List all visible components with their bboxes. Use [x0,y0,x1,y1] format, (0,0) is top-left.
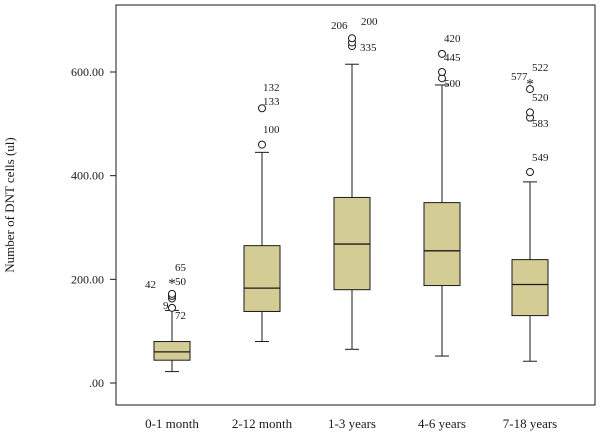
outlier-id-label: 132 [263,82,280,94]
outlier-circle [168,303,176,312]
outlier-id-label: 50 [175,276,187,288]
box-5: * [511,76,549,362]
y-tick-label: 400.00 [71,169,104,183]
outlier-id-label: 9 [163,300,169,312]
y-tick-label: 200.00 [71,272,104,286]
outlier-circle [168,289,176,298]
box-4 [423,49,461,357]
outlier-id-label: 445 [444,52,461,64]
x-category-label: 1-3 years [328,416,376,431]
outlier-id-label: 577 [511,71,528,83]
x-category-label: 2-12 month [232,416,293,431]
outlier-circle [526,108,534,117]
outlier-id-label: 549 [532,152,549,164]
x-category-label: 4-6 years [418,416,466,431]
outlier-id-label: 133 [263,96,280,108]
outlier-circle [526,85,534,94]
outlier-id-label: 500 [444,78,461,90]
iqr-box [511,259,549,317]
outlier-id-label: 420 [444,33,461,45]
x-category-label: 0-1 month [145,416,199,431]
box-2 [243,104,281,343]
outlier-id-label: 65 [175,262,187,274]
outlier-id-label: 335 [360,42,377,54]
outlier-circle [438,68,446,76]
plot-frame [115,4,596,406]
outlier-id-label: 200 [361,16,378,28]
iqr-box [243,245,281,312]
extreme-outlier-star: * [526,76,534,92]
iqr-box [423,202,461,287]
outlier-id-label: 42 [145,279,156,291]
x-category-label: 7-18 years [503,416,558,431]
outlier-circle [258,140,266,149]
y-axis-ticks: .00 200.00 400.00 600.00 [71,65,116,390]
outlier-id-label: 520 [532,92,549,104]
outlier-id-label: 72 [175,310,186,322]
outlier-id-label: 583 [532,118,549,130]
outlier-circle [348,34,356,43]
y-tick-label: .00 [89,376,104,390]
outlier-circle [258,104,266,113]
box-series: ** [153,34,549,373]
extreme-outlier-star: * [168,276,176,292]
x-axis-labels: 0-1 month 2-12 month 1-3 years 4-6 years 7-1… [145,416,557,431]
y-axis-title: Number of DNT cells (ul) [2,137,17,273]
outlier-labels: 65 42 50 9 72 132 133 100 206 200 335 420 445 500 577 5… [145,16,549,322]
outlier-id-label: 206 [331,20,348,32]
y-tick-label: 600.00 [71,65,104,79]
box-3 [333,34,371,350]
outlier-circle [438,49,446,58]
outlier-circle [526,168,534,177]
box-1: * [153,276,191,373]
outlier-id-label: 100 [263,124,280,136]
outlier-id-label: 522 [532,62,549,74]
iqr-box [153,341,191,361]
